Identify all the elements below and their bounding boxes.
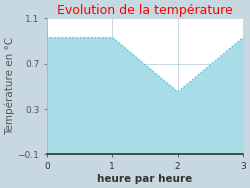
Title: Evolution de la température: Evolution de la température	[57, 4, 233, 17]
X-axis label: heure par heure: heure par heure	[97, 174, 192, 184]
Y-axis label: Température en °C: Température en °C	[4, 37, 15, 135]
